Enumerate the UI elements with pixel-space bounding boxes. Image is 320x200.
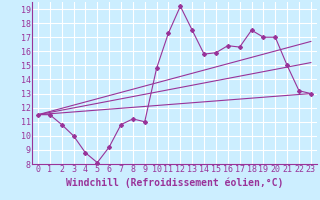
X-axis label: Windchill (Refroidissement éolien,°C): Windchill (Refroidissement éolien,°C) <box>66 177 283 188</box>
